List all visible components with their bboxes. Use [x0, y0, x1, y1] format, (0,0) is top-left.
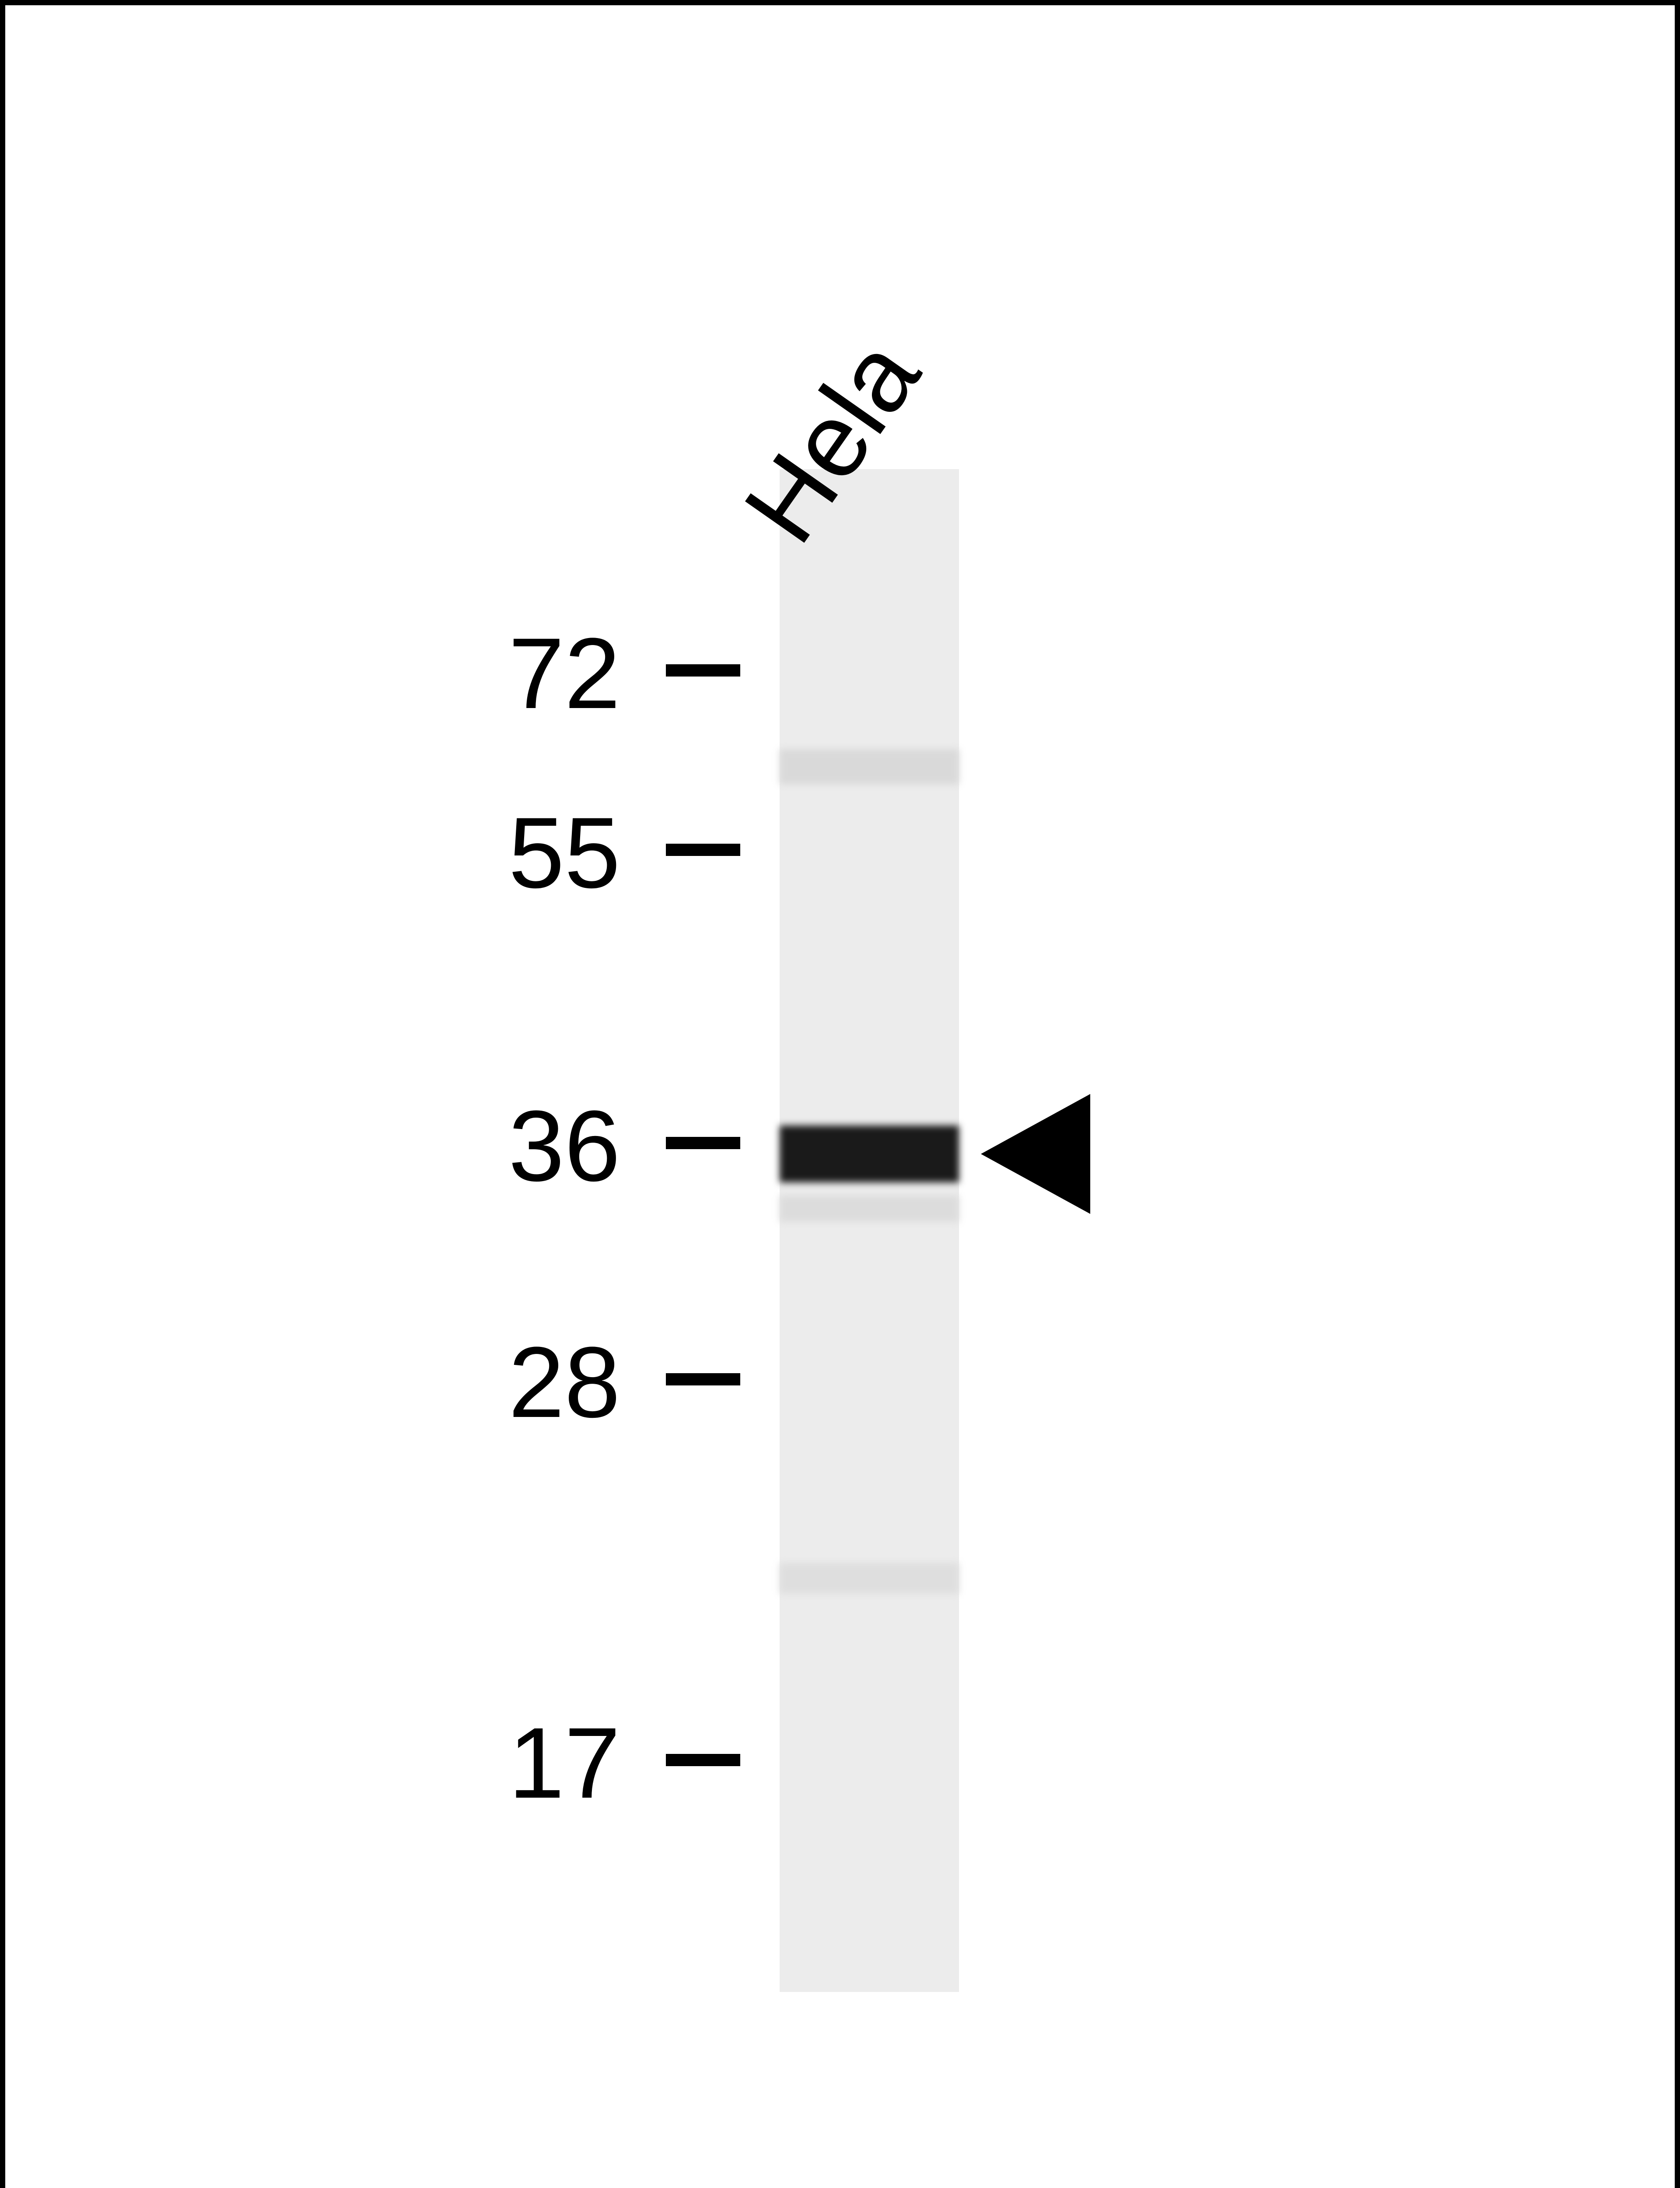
band	[780, 1196, 959, 1222]
mw-tick	[666, 1754, 740, 1766]
mw-label: 72	[508, 615, 620, 731]
mw-label: 17	[508, 1705, 620, 1821]
band	[780, 1563, 959, 1594]
band	[780, 1126, 959, 1182]
western-blot: Hela 7255362817	[5, 5, 1675, 2188]
blot-lane	[780, 469, 959, 1992]
image-frame: Hela 7255362817	[0, 0, 1680, 2188]
mw-tick	[666, 844, 740, 856]
mw-label: 28	[508, 1324, 620, 1440]
mw-label: 36	[508, 1088, 620, 1204]
band-indicator-arrow	[981, 1094, 1090, 1214]
mw-tick	[666, 1373, 740, 1385]
mw-tick	[666, 1137, 740, 1149]
mw-label: 55	[508, 795, 620, 911]
band	[780, 749, 959, 784]
mw-tick	[666, 664, 740, 677]
